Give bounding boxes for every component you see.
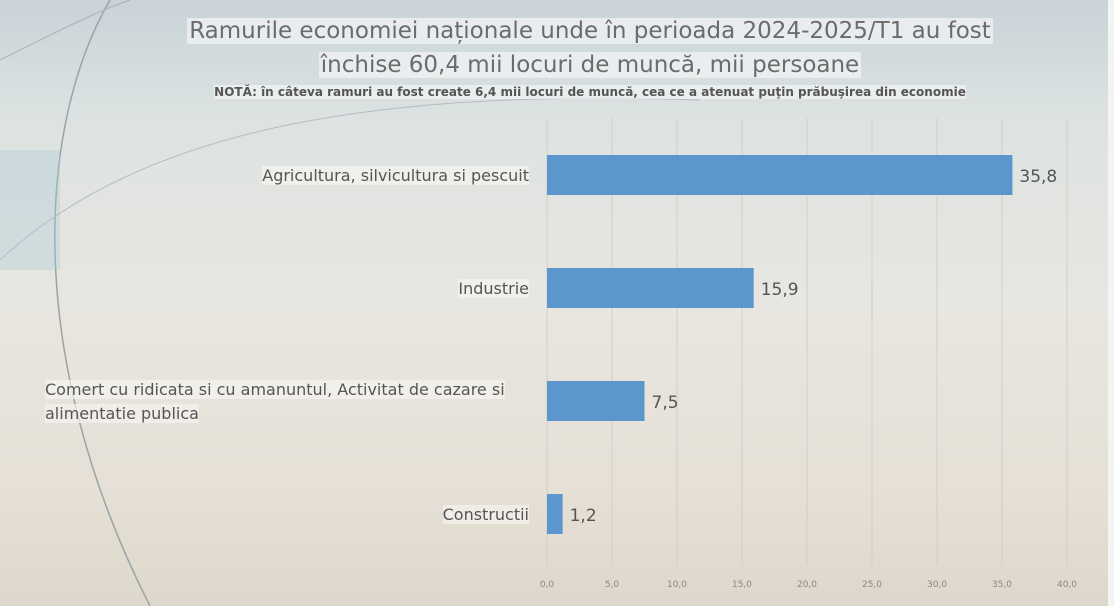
chart-title-line1: Ramurile economiei naționale unde în per… <box>187 18 993 44</box>
category-label: Agricultura, silvicultura si pescuit <box>262 166 529 185</box>
chart-note: NOTĂ: în câteva ramuri au fost create 6,… <box>214 85 966 99</box>
x-tick-label: 40,0 <box>1057 580 1077 590</box>
chart-title-line2: închise 60,4 mii locuri de muncă, mii pe… <box>318 52 862 78</box>
x-tick-label: 5,0 <box>605 580 620 590</box>
bar <box>547 381 645 421</box>
x-tick-label: 25,0 <box>862 580 882 590</box>
data-label: 15,9 <box>761 280 799 300</box>
bar <box>547 494 563 534</box>
category-label: Constructii <box>442 505 529 524</box>
data-label: 1,2 <box>570 506 597 526</box>
data-label: 7,5 <box>652 393 679 413</box>
x-tick-label: 30,0 <box>927 580 947 590</box>
x-tick-label: 0,0 <box>540 580 555 590</box>
x-tick-label: 15,0 <box>732 580 752 590</box>
x-tick-label: 35,0 <box>992 580 1012 590</box>
category-label: Industrie <box>458 279 529 298</box>
category-label: Comert cu ridicata si cu amanuntul, Acti… <box>45 380 505 423</box>
x-tick-label: 20,0 <box>797 580 817 590</box>
bar <box>547 268 754 308</box>
x-tick-label: 10,0 <box>667 580 687 590</box>
data-label: 35,8 <box>1019 167 1057 187</box>
bar <box>547 155 1013 195</box>
